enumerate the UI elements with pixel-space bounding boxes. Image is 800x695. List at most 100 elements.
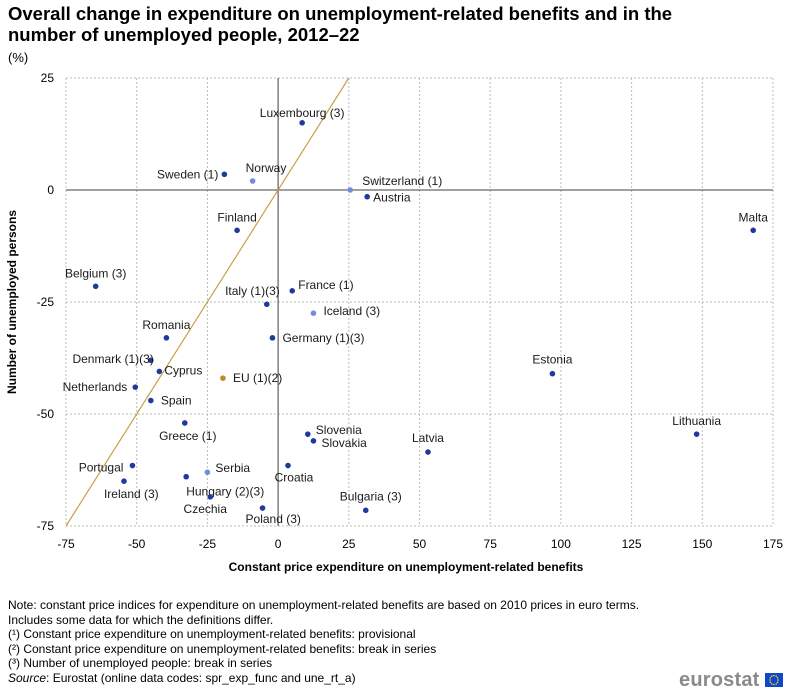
data-point-group: Hungary (2)(3) (183, 473, 264, 499)
data-point-group: Germany (1)(3) (269, 331, 364, 345)
diagonal-line (65, 77, 350, 527)
data-point-group: Luxembourg (3) (260, 106, 345, 126)
data-point (263, 301, 270, 308)
x-tick-label: 0 (275, 537, 282, 551)
point-label: Latvia (412, 431, 444, 445)
point-label: Bulgaria (3) (340, 489, 402, 503)
data-point-group: Netherlands (63, 380, 139, 394)
data-point-group: Slovakia (310, 436, 367, 450)
point-label: Belgium (3) (65, 266, 126, 280)
point-label: Sweden (1) (157, 167, 218, 181)
x-tick-label: 150 (692, 537, 712, 551)
scatter-chart: -75 -50 -25 0 25 50 75 100 125 150 175 -75 -50 -25 0 25… (5, 71, 783, 574)
data-point-group: Norway (246, 161, 287, 184)
x-tick-label: -50 (128, 537, 146, 551)
x-tick-label: 25 (342, 537, 356, 551)
data-point-group: Austria (364, 191, 411, 205)
eu-flag-icon (764, 673, 783, 687)
gridlines (65, 77, 774, 527)
data-point (234, 227, 240, 234)
footnotes: Note: constant price indices for expendi… (8, 598, 668, 685)
unit-label: (%) (8, 50, 29, 65)
data-point-group: Slovenia (304, 423, 362, 437)
data-point-group: Finland (217, 210, 257, 234)
point-label: Norway (246, 161, 287, 175)
data-point-group: Belgium (3) (65, 266, 126, 290)
data-point-group: Malta (739, 210, 769, 234)
footnote-1: (¹) Constant price expenditure on unempl… (8, 627, 416, 641)
footnote-2: (²) Constant price expenditure on unempl… (8, 641, 437, 656)
data-point-group: EU (1)(2) (220, 371, 282, 385)
data-point (362, 507, 369, 514)
point-label: Malta (739, 210, 769, 224)
reference-line (65, 77, 350, 527)
point-label: Cyprus (164, 363, 202, 377)
source-line: Source: Eurostat (online data codes: spr… (8, 671, 668, 686)
data-points: Luxembourg (3) Sweden (1) Norway Switzerlan… (63, 106, 769, 526)
footnote-3: (³) Number of unemployed people: break i… (8, 656, 273, 670)
y-tick-label: 0 (47, 183, 54, 197)
y-tick-label: -50 (37, 407, 55, 421)
data-point-group: Denmark (1)(3) (72, 352, 153, 366)
x-tick-label: 175 (763, 537, 783, 551)
data-point-group: Greece (1) (159, 420, 216, 443)
data-point (364, 193, 370, 200)
data-point (132, 384, 139, 390)
x-tick-label: 50 (413, 537, 427, 551)
data-point-group: Latvia (412, 431, 444, 455)
point-label: Netherlands (63, 380, 128, 394)
logo-text: eurostat (679, 668, 760, 691)
y-tick-label: 25 (41, 71, 55, 85)
data-point (425, 449, 431, 455)
point-label: Luxembourg (3) (260, 106, 345, 120)
point-label: Denmark (1)(3) (72, 352, 153, 366)
data-point (156, 368, 163, 375)
y-axis-title: Number of unemployed persons (5, 210, 19, 394)
point-label: Greece (1) (159, 429, 216, 443)
x-tick-label: 125 (622, 537, 642, 551)
data-point (148, 357, 154, 364)
data-point (92, 283, 99, 290)
data-point (310, 310, 317, 317)
point-label: Germany (1)(3) (282, 331, 364, 345)
data-point-group: Iceland (3) (310, 304, 380, 318)
point-label: Poland (3) (246, 512, 301, 526)
data-point (299, 120, 305, 126)
point-label: Austria (373, 191, 411, 205)
data-point-group: Serbia (204, 461, 250, 476)
data-point (148, 397, 154, 404)
data-point-group: Ireland (3) (104, 478, 159, 501)
data-point (750, 227, 757, 234)
data-point-group: Croatia (275, 462, 314, 485)
data-point (289, 288, 296, 294)
data-point (269, 335, 276, 341)
data-point-group: Spain (148, 394, 192, 408)
data-point-group: Cyprus (156, 363, 202, 377)
point-label: Iceland (3) (323, 304, 380, 318)
data-point-group: Bulgaria (3) (340, 489, 402, 514)
data-point (693, 431, 700, 437)
data-point (129, 462, 136, 469)
data-point-group: Sweden (1) (157, 167, 228, 181)
point-label: Finland (217, 210, 256, 224)
data-point (204, 469, 211, 476)
data-point-group: Italy (1)(3) (225, 284, 280, 308)
data-point (221, 171, 228, 178)
point-label: Switzerland (1) (362, 174, 442, 188)
point-label: Ireland (3) (104, 487, 159, 501)
point-label: Italy (1)(3) (225, 284, 280, 298)
x-axis-title: Constant price expenditure on unemployme… (229, 560, 584, 574)
source-text: : Eurostat (online data codes: spr_exp_f… (46, 670, 356, 685)
data-point (310, 438, 317, 444)
x-tick-label: 75 (484, 537, 498, 551)
data-point-group: Romania (142, 318, 191, 341)
data-point (249, 178, 256, 184)
point-label: Lithuania (672, 414, 721, 428)
x-tick-label: -25 (199, 537, 217, 551)
data-point (259, 505, 266, 511)
data-point (121, 478, 127, 485)
data-point-group: Portugal (79, 461, 136, 475)
point-label: Slovakia (321, 436, 367, 450)
point-label: Czechia (184, 502, 228, 516)
point-label: EU (1)(2) (233, 371, 282, 385)
